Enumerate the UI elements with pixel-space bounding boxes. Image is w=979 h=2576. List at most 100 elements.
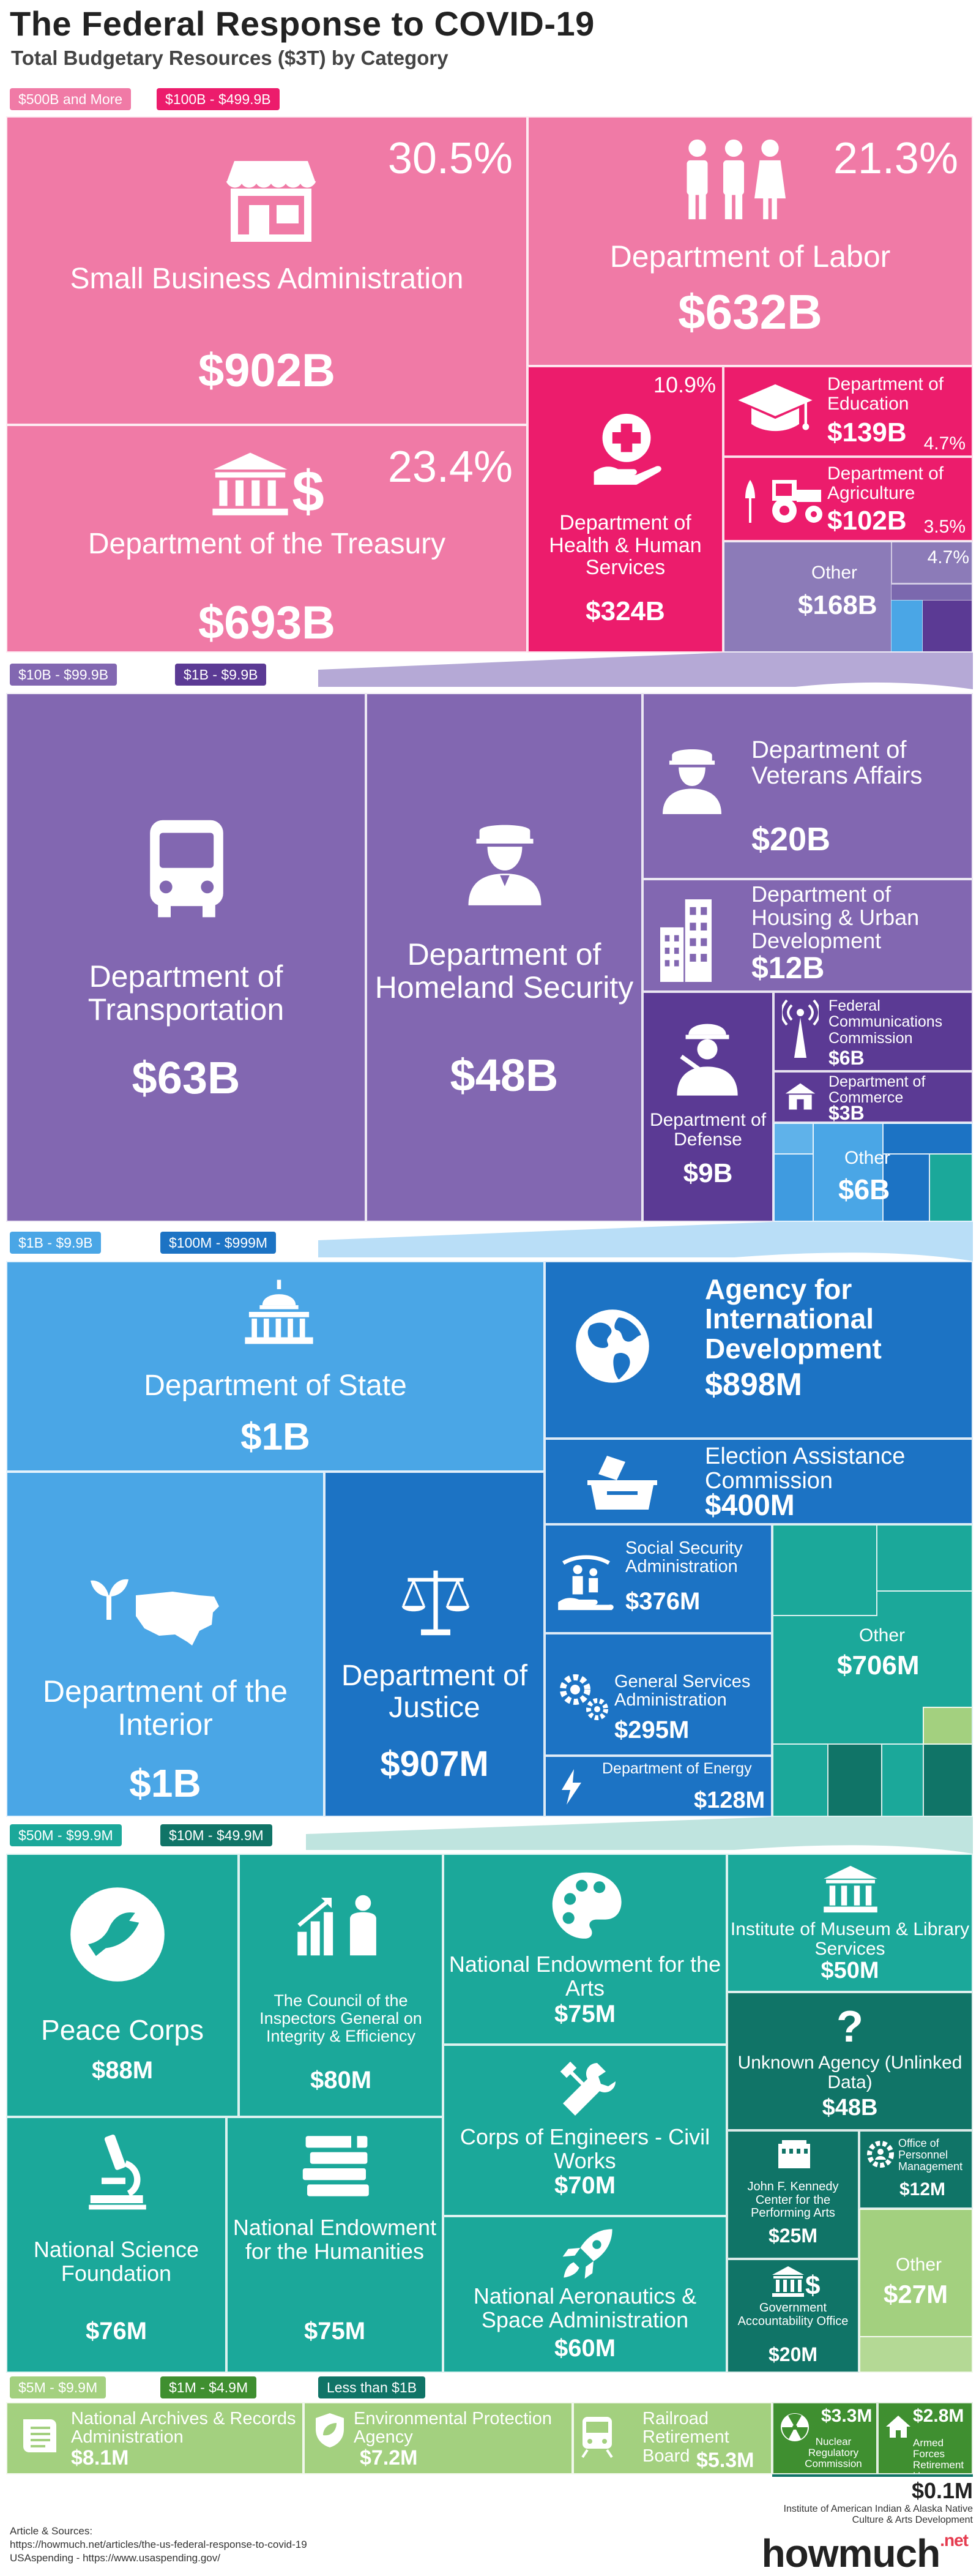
graduation-cap-icon [738, 384, 813, 432]
name-govacct: Government Accountability Office [737, 2301, 849, 2328]
cell-homeland: Department of Homeland Security $48B [366, 693, 642, 1222]
value-other-4: $27M [884, 2280, 948, 2308]
cell-fcc: Federal Communications Commission $6B [773, 992, 973, 1071]
lightning-icon [562, 1769, 581, 1805]
cell-afrh: $2.8M Armed Forces Retirement Home [877, 2402, 973, 2474]
cell-agriculture: Department of Agriculture $102B 3.5% [723, 457, 973, 541]
legend-5m: $5M - $9.9M [10, 2376, 106, 2398]
name-treasury: Department of the Treasury [87, 528, 446, 560]
name-afrh: Armed Forces Retirement Home [913, 2437, 964, 2473]
value-other-3: $706M [837, 1650, 920, 1680]
other-3-sub-a [773, 1526, 877, 1616]
other-3-sub-e [881, 1743, 924, 1816]
value-state: $1B [240, 1416, 310, 1458]
cell-opm: Office of Personnel Management $12M [859, 2130, 973, 2209]
value-aid: $898M [705, 1367, 802, 1402]
cell-museum: Institute of Museum & Library Services $… [727, 1854, 973, 1992]
value-homeland: $48B [450, 1050, 559, 1101]
name-unknown: Unknown Agency (Unlinked Data) [737, 2053, 962, 2093]
cell-other-2: Other $6B [773, 1123, 973, 1222]
howmuch-logo[interactable]: howmuch.net [762, 2531, 969, 2576]
legend-50m: $50M - $99.9M [10, 1824, 122, 1846]
cell-defense: Department of Defense $9B [642, 992, 773, 1222]
value-opm: $12M [899, 2179, 946, 2200]
value-agriculture: $102B [827, 506, 907, 536]
museum-icon [824, 1865, 877, 1913]
cell-veterans: Department of Veterans Affairs $20B [642, 693, 973, 879]
soldier-icon [677, 1024, 738, 1096]
value-afrh: $2.8M [913, 2406, 964, 2426]
pct-other-1: 4.7% [927, 547, 969, 567]
name-other-2: Other [844, 1148, 891, 1168]
other-1-sub-c [921, 600, 972, 651]
cell-housing: Department of Housing & Urban Developmen… [642, 879, 973, 992]
cell-neh: National Endowment for the Humanities $7… [226, 2117, 443, 2373]
cell-nea: National Endowment for the Arts $75M [443, 1854, 727, 2045]
value-nrc: $3.3M [821, 2406, 873, 2426]
name-other-4: Other [896, 2255, 942, 2275]
other-2-sub-d [929, 1153, 972, 1221]
gears-icon [560, 1674, 608, 1720]
question-mark-icon: ? [836, 2002, 863, 2051]
cell-transport: Department of Transportation $63B [6, 693, 366, 1222]
name-aid: Agency for International Development [705, 1273, 882, 1365]
name-epa: Environmental Protection Agency [354, 2409, 552, 2447]
value-defense: $9B [683, 1158, 733, 1188]
footer-link-source[interactable]: USAspending - https://www.usaspending.go… [10, 2552, 220, 2564]
name-veterans: Department of Veterans Affairs [751, 736, 923, 789]
logo-part-net: .net [940, 2531, 969, 2550]
name-hhs: Department of Health & Human Services [549, 511, 702, 580]
other-3-sub-f [923, 1743, 972, 1816]
name-election: Election Assistance Commission [705, 1443, 906, 1494]
footer-label: Article & Sources: [10, 2525, 93, 2537]
tractor-icon [745, 480, 822, 523]
value-justice: $907M [380, 1744, 489, 1784]
name-fcc: Federal Communications Commission [828, 997, 943, 1047]
commerce-icon [785, 1083, 816, 1110]
home-icon [886, 2416, 910, 2438]
value-energy: $128M [694, 1788, 765, 1813]
pct-hhs: 10.9% [653, 372, 716, 397]
legend-10b: $10B - $99.9B [10, 664, 117, 686]
pct-education: 4.7% [923, 433, 966, 454]
storefront-icon [226, 161, 316, 242]
bus-icon [150, 820, 223, 918]
other-2-sub-a [775, 1124, 814, 1155]
name-other-3: Other [859, 1625, 906, 1646]
cell-energy: Department of Energy $128M [545, 1756, 772, 1817]
svg-text:$: $ [805, 2271, 820, 2299]
cell-treasury: 23.4% $ Department of the Treasury $693B [6, 425, 527, 653]
value-epa: $7.2M [360, 2446, 418, 2469]
cell-other-4: Other $27M [859, 2209, 973, 2373]
sprout-map-icon [91, 1579, 219, 1646]
cell-nsf: National Science Foundation $76M [6, 2117, 226, 2373]
legend-1b-blue: $1B - $9.9B [10, 1232, 102, 1254]
pct-labor: 21.3% [833, 134, 958, 183]
cell-govacct: $ Government Accountability Office $20M [727, 2259, 859, 2373]
pct-sba: 30.5% [387, 134, 513, 183]
cell-hhs: 10.9% Department of Health & Human Servi… [527, 366, 723, 653]
cell-sba: 30.5% Small Business Administration $902… [6, 116, 527, 425]
value-hhs: $324B [586, 596, 665, 626]
cell-gsa: General Services Administration $295M [545, 1633, 772, 1756]
name-archives: National Archives & Records Administrati… [71, 2409, 296, 2447]
transition-band-1 [318, 653, 973, 689]
value-veterans: $20B [751, 821, 831, 858]
cell-epa: Environmental Protection Agency $7.2M [303, 2402, 573, 2474]
value-sba: $902B [198, 345, 335, 397]
footer-link-article[interactable]: https://howmuch.net/articles/the-us-fede… [10, 2539, 307, 2550]
cell-commerce: Department of Commerce $3B [773, 1071, 973, 1123]
legend-100m: $100M - $999M [160, 1232, 277, 1254]
value-ssa: $376M [625, 1588, 701, 1615]
value-election: $400M [705, 1489, 795, 1522]
health-hand-icon [594, 413, 661, 485]
cell-state: Department of State $1B [6, 1261, 545, 1472]
cell-peace: Peace Corps $88M [6, 1854, 239, 2117]
value-rail: $5.3M [696, 2449, 754, 2472]
legend-less-1b: Less than $1B [318, 2376, 426, 2398]
family-hand-icon [558, 1555, 614, 1611]
radiation-icon [781, 2413, 809, 2441]
books-icon [302, 2133, 369, 2196]
name-nsf: National Science Foundation [33, 2237, 199, 2286]
name-energy: Department of Energy [602, 1760, 752, 1777]
